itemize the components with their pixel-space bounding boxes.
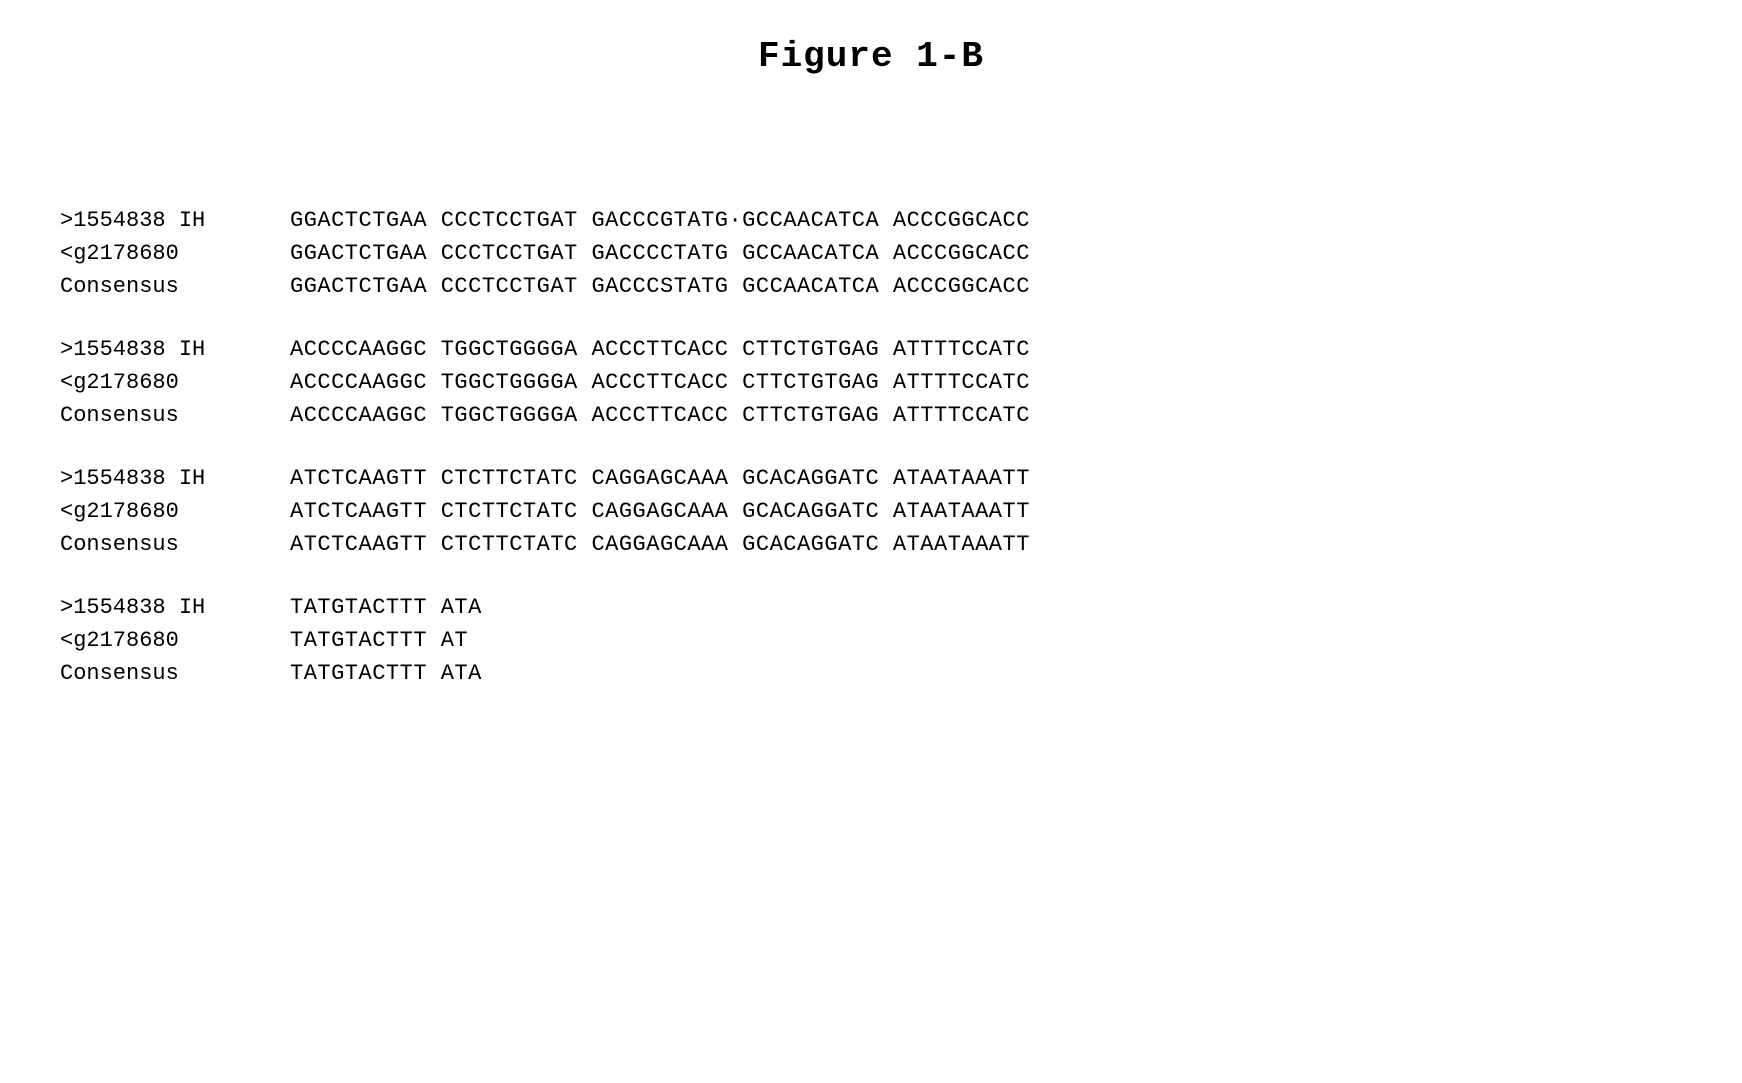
consensus-row: ConsensusTATGTACTTT ATA [60,657,1682,690]
sequence-alignment: >1554838 IHGGACTCTGAA CCCTCCTGAT GACCCGT… [60,204,1682,690]
sequence-label: <g2178680 [60,495,290,528]
sequence-text: TATGTACTTT AT [290,624,468,657]
consensus-row: ConsensusACCCCAAGGC TGGCTGGGGA ACCCTTCAC… [60,399,1682,432]
sequence-1-row: >1554838 IHGGACTCTGAA CCCTCCTGAT GACCCGT… [60,204,1682,237]
sequence-1-row: >1554838 IHACCCCAAGGC TGGCTGGGGA ACCCTTC… [60,333,1682,366]
alignment-block: >1554838 IHGGACTCTGAA CCCTCCTGAT GACCCGT… [60,204,1682,303]
sequence-label: >1554838 IH [60,462,290,495]
sequence-label: Consensus [60,270,290,303]
sequence-label: Consensus [60,399,290,432]
sequence-text: GGACTCTGAA CCCTCCTGAT GACCCGTATG·GCCAACA… [290,204,1030,237]
sequence-label: <g2178680 [60,237,290,270]
sequence-1-row: >1554838 IHTATGTACTTT ATA [60,591,1682,624]
sequence-text: GGACTCTGAA CCCTCCTGAT GACCCSTATG GCCAACA… [290,270,1030,303]
sequence-2-row: <g2178680GGACTCTGAA CCCTCCTGAT GACCCCTAT… [60,237,1682,270]
sequence-label: <g2178680 [60,624,290,657]
sequence-label: >1554838 IH [60,204,290,237]
sequence-label: Consensus [60,528,290,561]
sequence-2-row: <g2178680ATCTCAAGTT CTCTTCTATC CAGGAGCAA… [60,495,1682,528]
sequence-1-row: >1554838 IHATCTCAAGTT CTCTTCTATC CAGGAGC… [60,462,1682,495]
sequence-text: ATCTCAAGTT CTCTTCTATC CAGGAGCAAA GCACAGG… [290,495,1030,528]
alignment-block: >1554838 IHATCTCAAGTT CTCTTCTATC CAGGAGC… [60,462,1682,561]
sequence-label: <g2178680 [60,366,290,399]
consensus-row: ConsensusGGACTCTGAA CCCTCCTGAT GACCCSTAT… [60,270,1682,303]
sequence-label: >1554838 IH [60,591,290,624]
sequence-text: ACCCCAAGGC TGGCTGGGGA ACCCTTCACC CTTCTGT… [290,333,1030,366]
sequence-2-row: <g2178680TATGTACTTT AT [60,624,1682,657]
consensus-row: ConsensusATCTCAAGTT CTCTTCTATC CAGGAGCAA… [60,528,1682,561]
sequence-text: ATCTCAAGTT CTCTTCTATC CAGGAGCAAA GCACAGG… [290,462,1030,495]
sequence-label: Consensus [60,657,290,690]
sequence-text: GGACTCTGAA CCCTCCTGAT GACCCCTATG GCCAACA… [290,237,1030,270]
sequence-text: ACCCCAAGGC TGGCTGGGGA ACCCTTCACC CTTCTGT… [290,366,1030,399]
figure-title: Figure 1-B [60,30,1682,84]
sequence-text: ACCCCAAGGC TGGCTGGGGA ACCCTTCACC CTTCTGT… [290,399,1030,432]
alignment-block: >1554838 IHTATGTACTTT ATA<g2178680TATGTA… [60,591,1682,690]
sequence-2-row: <g2178680ACCCCAAGGC TGGCTGGGGA ACCCTTCAC… [60,366,1682,399]
sequence-text: ATCTCAAGTT CTCTTCTATC CAGGAGCAAA GCACAGG… [290,528,1030,561]
sequence-label: >1554838 IH [60,333,290,366]
sequence-text: TATGTACTTT ATA [290,657,482,690]
sequence-text: TATGTACTTT ATA [290,591,482,624]
alignment-block: >1554838 IHACCCCAAGGC TGGCTGGGGA ACCCTTC… [60,333,1682,432]
